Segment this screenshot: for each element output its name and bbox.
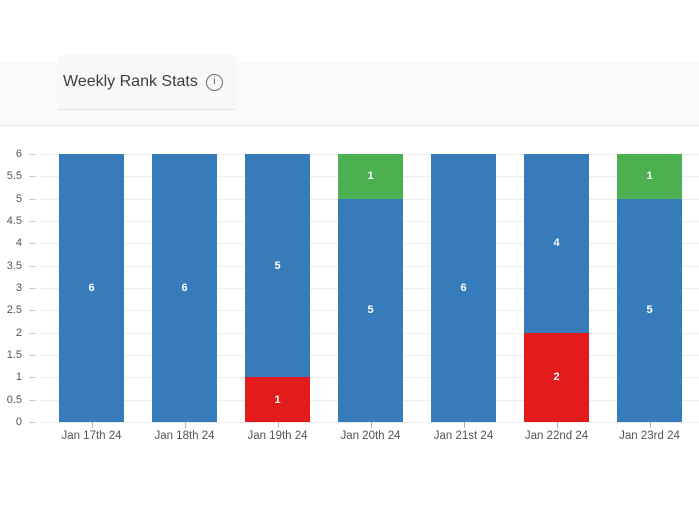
bar-value-label: 4 <box>553 237 560 250</box>
y-axis-label: 1 <box>15 371 22 384</box>
bar-value-label: 5 <box>646 304 653 317</box>
bar-value-label: 6 <box>460 282 467 294</box>
x-axis-label: Jan 17th 24 <box>61 430 122 442</box>
y-axis-tick <box>29 154 36 155</box>
bar-segment-blue[interactable]: 5 <box>245 154 310 378</box>
y-axis-label: 0 <box>15 416 22 428</box>
bar-value-label: 1 <box>367 170 374 183</box>
y-axis-label: 1.5 <box>6 349 22 361</box>
weekly-rank-stats-chart: 0 0.5 1 1.5 2 2.5 3 3.5 4 4.5 5 5.5 6 6 Jan 17th 24 6 Ja… <box>0 126 699 513</box>
y-axis-tick <box>29 355 36 356</box>
bar-segment-blue[interactable]: 5 <box>338 198 403 422</box>
bar-value-label: 2 <box>553 371 560 384</box>
gridline <box>40 422 699 423</box>
y-axis-tick <box>29 221 36 222</box>
y-axis-label: 2 <box>15 326 22 339</box>
x-axis-tick <box>649 422 651 428</box>
y-axis-label: 0.5 <box>6 393 22 406</box>
x-axis-tick <box>556 422 558 428</box>
x-axis-label: Jan 22nd 24 <box>524 430 589 442</box>
x-axis-label: Jan 19th 24 <box>247 430 308 442</box>
bar-segment-blue[interactable]: 6 <box>152 154 217 422</box>
y-axis-label: 4 <box>15 237 22 250</box>
bar-segment-green[interactable]: 1 <box>338 154 403 199</box>
x-axis-tick <box>370 422 372 428</box>
bar-segment-blue[interactable]: 4 <box>524 154 589 333</box>
y-axis-label: 5 <box>15 192 22 205</box>
panel-title-block: Weekly Rank Stats i <box>58 55 236 110</box>
y-axis-label: 3 <box>15 282 22 294</box>
y-axis-tick <box>29 176 36 178</box>
bar-value-label: 6 <box>181 282 188 294</box>
y-axis-tick <box>29 422 36 423</box>
bar-segment-blue[interactable]: 5 <box>617 198 682 422</box>
x-axis-label: Jan 23rd 24 <box>619 430 680 442</box>
bar-value-label: 5 <box>274 259 281 272</box>
bar-value-label: 5 <box>367 304 374 317</box>
y-axis-tick <box>29 198 36 200</box>
bar-value-label: 6 <box>88 282 95 294</box>
bar-segment-blue[interactable]: 6 <box>431 154 496 422</box>
y-axis-tick <box>29 399 36 401</box>
panel-title: Weekly Rank Stats <box>63 73 198 90</box>
info-icon[interactable]: i <box>205 73 223 91</box>
y-axis-label: 3.5 <box>6 259 22 272</box>
y-axis-tick <box>29 288 36 289</box>
bar-segment-red[interactable]: 2 <box>524 332 589 422</box>
y-axis-tick <box>29 332 36 334</box>
bar-segment-green[interactable]: 1 <box>617 154 682 199</box>
panel-header: Weekly Rank Stats i <box>0 55 699 126</box>
y-axis-tick <box>29 310 36 312</box>
x-axis-tick <box>277 422 279 428</box>
x-axis-label: Jan 20th 24 <box>340 430 401 442</box>
x-axis-tick <box>184 422 186 428</box>
y-axis-label: 4.5 <box>6 215 22 227</box>
y-axis-tick <box>29 377 36 379</box>
y-axis-label: 6 <box>15 148 22 160</box>
y-axis-label: 5.5 <box>6 170 22 183</box>
bar-value-label: 1 <box>274 393 281 406</box>
bar-value-label: 1 <box>646 170 653 183</box>
x-axis-tick <box>91 422 93 428</box>
y-axis-label: 2.5 <box>6 304 22 317</box>
bar-segment-red[interactable]: 1 <box>245 377 310 422</box>
x-axis-label: Jan 18th 24 <box>154 430 215 442</box>
y-axis-tick <box>29 265 36 267</box>
bar-segment-blue[interactable]: 6 <box>59 154 124 422</box>
y-axis-tick <box>29 243 36 245</box>
x-axis-label: Jan 21st 24 <box>433 430 494 442</box>
x-axis-tick <box>463 422 465 428</box>
